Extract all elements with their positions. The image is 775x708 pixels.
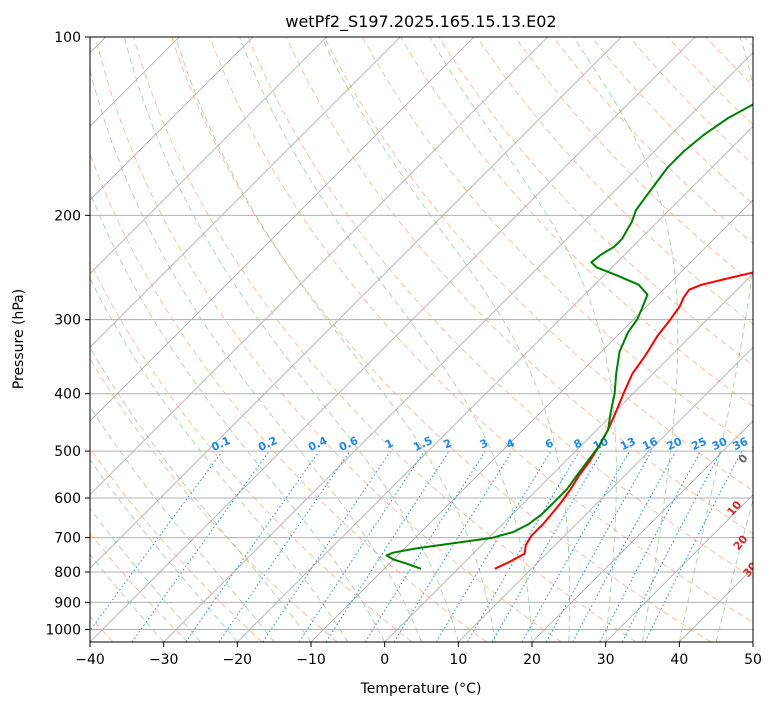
pressure-gridlines [90,37,753,630]
y-tick-label: 600 [54,491,81,507]
dry-adiabat-line [171,37,711,642]
x-tick-label: −40 [75,652,105,668]
mixing-ratio-line [644,450,743,642]
sounding-profiles [385,103,753,570]
isotherm-line [90,37,622,569]
y-tick-label: 800 [54,565,81,581]
mixing-ratio-label: 16 [640,435,660,453]
chart-title: wetPf2_S197.2025.165.15.13.E02 [285,12,556,32]
moist-adiabat-line [678,37,753,642]
x-axis-ticks: −40 −30 −20 −10 0 10 20 30 40 50 [75,642,762,668]
isotherm-line [237,125,753,642]
dewpoint-profile-line [385,103,753,570]
mixing-ratio-line [218,450,351,642]
moist-adiabat-line [90,458,238,642]
x-tick-label: 0 [380,652,389,668]
moist-adiabat-line [429,37,617,642]
y-tick-label: 700 [54,531,81,547]
moist-adiabat-line [573,37,679,642]
y-tick-label: 1000 [45,622,81,638]
dry-adiabat-line [133,37,637,642]
moist-adiabat-line [90,68,422,642]
x-tick-label: −30 [149,652,179,668]
dry-adiabat-line [323,37,753,492]
moist-adiabat-line [90,553,165,642]
y-axis-ticks: 100 200 300 400 500 600 700 800 900 1000 [45,30,90,638]
dry-adiabat-line [247,37,753,579]
dry-adiabat-line [629,37,753,165]
isotherm-line [163,52,753,642]
reference-lines [90,37,753,642]
x-tick-label: 40 [670,652,688,668]
dry-adiabat-line [590,37,753,205]
isotherm-line [90,37,254,201]
x-axis-title: Temperature (°C) [360,681,482,697]
dry-adiabat-line [514,37,753,285]
mixing-ratio-label: 13 [618,435,637,453]
dry-adiabat-line [400,37,753,407]
isotherm-line [90,37,327,275]
y-tick-label: 900 [54,595,81,611]
x-tick-label: −10 [296,652,326,668]
mixing-ratio-line [521,450,630,642]
mixing-ratio-line [131,450,270,642]
isotherm-line [90,37,548,496]
x-tick-label: 10 [449,652,467,668]
isotherm-line [90,37,401,348]
mixing-ratio-label: 25 [689,435,708,453]
mixing-ratio-label: 20 [665,435,685,453]
x-tick-label: 30 [597,652,615,668]
moist-adiabat-line [123,37,459,642]
mixing-ratio-label: 36 [731,435,751,453]
dry-adiabat-line [362,37,753,449]
isotherm-line [90,37,475,422]
dry-adiabat-line [90,152,487,642]
dry-adiabat-line [438,37,753,366]
mixing-ratio-label: 30 [710,435,730,453]
temperature-profile-line [494,271,753,570]
y-tick-label: 300 [54,313,81,329]
isotherm-line [531,420,753,642]
y-tick-label: 500 [54,444,81,460]
mixing-ratio-line [393,450,513,642]
moist-adiabat-line [90,346,312,642]
mixing-ratio-line [325,450,450,642]
y-axis-title: Pressure (hPa) [11,289,27,389]
x-tick-label: −20 [223,652,253,668]
isotherm-line [384,273,753,642]
mixing-ratio-line [185,450,320,642]
mixing-ratio-line [262,450,392,642]
x-tick-label: 20 [523,652,541,668]
moist-adiabat-line [90,277,349,642]
plot-frame [89,36,754,643]
mixing-ratio-line [298,450,425,642]
moist-adiabat-line [90,507,201,642]
isotherm-line [605,494,753,642]
dry-adiabat-line [94,37,562,642]
moist-adiabat-line [321,37,571,642]
dry-adiabat-line [90,447,263,642]
moist-adiabat-line [715,498,753,642]
moist-adiabat-line [90,191,386,642]
y-tick-label: 100 [54,30,81,46]
moist-adiabat-line [175,37,496,642]
x-tick-label: 50 [744,652,762,668]
y-tick-label: 200 [54,208,81,224]
mixing-ratio-line [90,450,223,632]
mixing-ratio-line [545,450,653,642]
mixing-ratio-line [572,450,677,642]
moist-adiabat-line [239,37,533,642]
y-tick-label: 400 [54,387,81,403]
dry-adiabat-line [90,261,413,642]
isotherm-line [458,346,753,642]
dry-adiabat-line [476,37,753,325]
dry-adiabat-line [285,37,753,535]
